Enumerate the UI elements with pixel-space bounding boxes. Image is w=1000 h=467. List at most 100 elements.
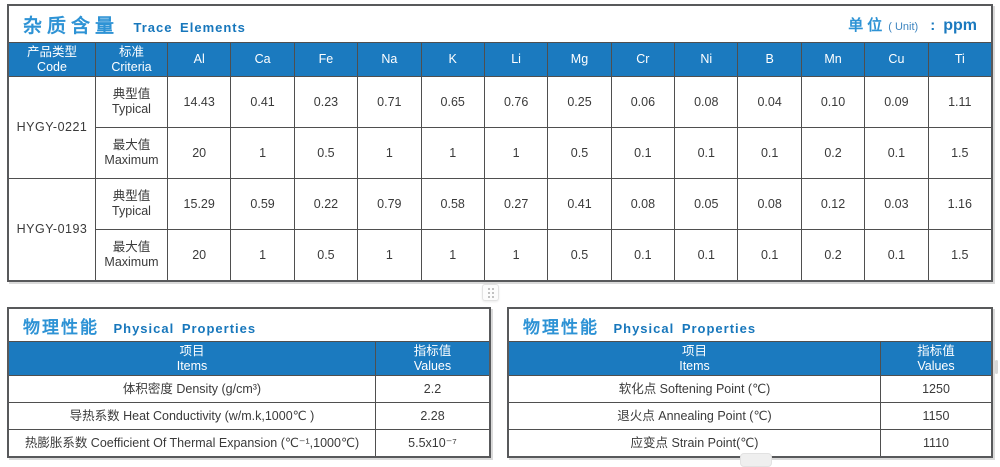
col-header-cr: Cr [611,43,675,76]
trace-value-cell: 0.41 [231,77,294,127]
trace-value-cell: 14.43 [168,77,231,127]
trace-title: 杂质含量 Trace Elements [23,11,246,38]
trace-value-cell: 1 [231,230,294,280]
items-header-en: Items [679,358,710,373]
phys-value-cell: 2.2 [376,376,489,402]
trace-value-cell: 0.12 [801,179,865,229]
trace-value-cell: 0.08 [675,77,738,127]
trace-table: 产品类型 Code 标准 Criteria Al Ca Fe Na K Li M… [9,42,991,280]
physical-properties-left-panel: 物理性能 Physical Properties 项目 Items 指标值 Va… [7,307,491,458]
trace-value-cell: 0.5 [548,128,611,178]
items-header-cn: 项目 [681,343,707,358]
phys-left-col-values: 指标值 Values [376,342,489,375]
trace-value-cell: 0.1 [611,128,675,178]
section-drag-handle-bottom[interactable] [740,453,772,467]
criteria-maximum-cn: 最大值 [112,138,151,152]
col-header-b: B [738,43,801,76]
phys-item-cell: 退火点 Annealing Point (℃) [509,403,880,429]
phys-item-cell: 热膨胀系数 Coefficient Of Thermal Expansion (… [9,430,375,456]
col-header-na: Na [358,43,421,76]
product-code-cell: HYGY-0221 [9,77,95,178]
phys-right-col-items: 项目 Items [509,342,880,375]
unit-label-paren: ( Unit) [888,20,919,33]
trace-value-cell: 0.22 [294,179,358,229]
trace-value-cell: 0.41 [548,179,611,229]
items-header-cn: 项目 [179,343,205,358]
trace-value-cell: 0.04 [738,77,801,127]
col-header-k: K [421,43,484,76]
drag-dots-icon [487,287,494,298]
phys-value-cell: 1110 [881,430,991,456]
trace-value-cell: 20 [168,128,231,178]
trace-value-cell: 15.29 [168,179,231,229]
col-header-criteria-en: Criteria [111,59,152,74]
trace-value-cell: 1 [421,230,484,280]
resize-handle[interactable] [995,360,998,374]
trace-value-cell: 0.25 [548,77,611,127]
trace-value-cell: 0.2 [801,128,865,178]
criteria-typical-en: Typical [112,102,151,116]
col-header-ti: Ti [928,43,991,76]
criteria-cell-maximum: 最大值 Maximum [96,128,167,178]
col-header-ni: Ni [675,43,738,76]
trace-value-cell: 20 [168,230,231,280]
unit-label: 单位 ( Unit) : ppm [848,14,977,35]
col-header-criteria-cn: 标准 [118,44,144,59]
phys-right-title: 物理性能 Physical Properties [523,313,756,338]
trace-value-cell: 1.11 [928,77,991,127]
criteria-typical-cn: 典型值 [112,189,151,203]
product-code-cell: HYGY-0193 [9,179,95,280]
col-header-ca: Ca [231,43,294,76]
unit-label-colon: : [930,16,936,34]
trace-value-cell: 0.06 [611,77,675,127]
col-header-code-cn: 产品类型 [26,44,77,59]
col-header-fe: Fe [294,43,358,76]
trace-value-cell: 0.79 [358,179,421,229]
col-header-code-en: Code [37,59,67,74]
trace-value-cell: 0.08 [738,179,801,229]
phys-left-title-cn: 物理性能 [23,317,99,337]
phys-item-cell: 导热系数 Heat Conductivity (w/m.k,1000℃ ) [9,403,375,429]
phys-value-cell: 1250 [881,376,991,402]
trace-value-cell: 0.1 [675,128,738,178]
values-header-en: Values [413,358,452,373]
trace-value-cell: 1.16 [928,179,991,229]
trace-title-en: Trace Elements [133,19,246,35]
trace-value-cell: 1 [358,230,421,280]
trace-value-cell: 0.05 [675,179,738,229]
trace-value-cell: 0.1 [675,230,738,280]
values-header-cn: 指标值 [413,343,452,358]
values-header-en: Values [917,358,955,373]
trace-title-cn: 杂质含量 [23,15,120,37]
col-header-li: Li [484,43,548,76]
phys-value-cell: 1150 [881,403,991,429]
values-header-cn: 指标值 [917,343,955,358]
trace-value-cell: 0.76 [484,77,548,127]
col-header-al: Al [168,43,231,76]
phys-item-cell: 应变点 Strain Point(℃) [509,430,880,456]
trace-title-bar: 杂质含量 Trace Elements 单位 ( Unit) : ppm [9,6,991,42]
trace-value-cell: 0.1 [865,230,928,280]
trace-value-cell: 1 [421,128,484,178]
trace-value-cell: 0.08 [611,179,675,229]
trace-value-cell: 0.23 [294,77,358,127]
phys-left-table: 项目 Items 指标值 Values 体积密度 Density (g/cm³)… [9,341,489,456]
trace-value-cell: 0.1 [738,128,801,178]
section-drag-handle[interactable] [482,284,499,301]
trace-value-cell: 0.5 [294,128,358,178]
col-header-mg: Mg [548,43,611,76]
phys-right-table: 项目 Items 指标值 Values 软化点 Softening Point … [509,341,991,456]
criteria-cell-maximum: 最大值 Maximum [96,230,167,280]
criteria-cell-typical: 典型值 Typical [96,179,167,229]
criteria-maximum-cn: 最大值 [112,240,151,254]
criteria-typical-cn: 典型值 [112,87,151,101]
trace-value-cell: 0.1 [738,230,801,280]
trace-value-cell: 0.71 [358,77,421,127]
trace-value-cell: 1.5 [928,230,991,280]
trace-value-cell: 0.1 [611,230,675,280]
trace-value-cell: 1 [231,128,294,178]
phys-item-cell: 体积密度 Density (g/cm³) [9,376,375,402]
phys-item-cell: 软化点 Softening Point (℃) [509,376,880,402]
phys-right-title-cn: 物理性能 [523,317,599,337]
phys-left-title: 物理性能 Physical Properties [23,313,256,338]
